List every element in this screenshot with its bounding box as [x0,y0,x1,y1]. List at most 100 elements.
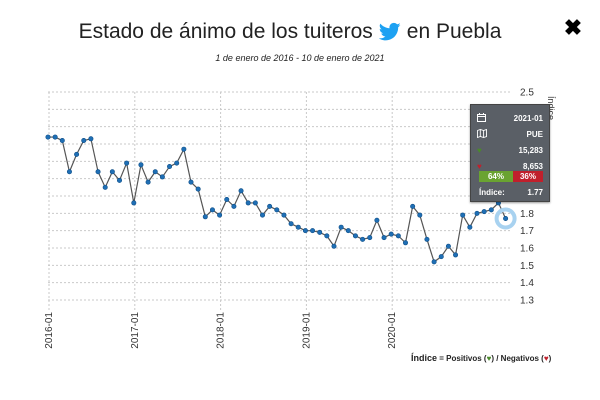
data-point[interactable] [360,236,366,242]
legend-neg-word: / Negativos ( [494,354,544,363]
data-point[interactable] [352,233,358,239]
data-point[interactable] [209,207,215,213]
data-point[interactable] [374,217,380,223]
data-point[interactable] [453,252,459,258]
tooltip-positives: 15,283 [518,145,543,155]
data-tooltip: 2021-01 PUE ♥ 15,283 ♥ 8,653 64% 36% Índ… [470,104,550,202]
legend-close-paren: ) [491,354,495,363]
data-point[interactable] [202,214,208,220]
percent-negative-badge: 36% [513,170,543,182]
data-point[interactable] [167,164,173,170]
data-point[interactable] [310,228,316,234]
data-point[interactable] [424,236,430,242]
data-point[interactable] [131,200,137,206]
x-tick-labels: 2016-01 2017-01 2018-01 2019-01 2020-01 [44,312,398,349]
data-point[interactable] [267,203,273,209]
data-point[interactable] [45,134,51,140]
tooltip-percent-row: 64% 36% [471,169,551,183]
data-point[interactable] [467,224,473,230]
twitter-bird-icon [378,22,401,42]
data-point[interactable] [174,160,180,166]
data-point[interactable] [59,138,65,144]
data-point[interactable] [417,212,423,218]
legend-positive-heart-icon: ♥ [486,354,492,363]
legend-negative-heart-icon: ♥ [543,354,549,363]
title-after: en Puebla [406,20,502,43]
tooltip-date: 2021-01 [513,113,543,123]
data-point[interactable] [503,216,509,222]
data-point[interactable] [302,228,308,234]
data-point[interactable] [109,169,115,175]
data-point[interactable] [102,184,108,190]
y-tick-label: 1.8 [520,209,534,220]
tooltip-index-row: Índice: 1.77 [471,185,551,199]
x-tick-label: 2017-01 [130,312,141,349]
data-point[interactable] [324,233,330,239]
tooltip-state: PUE [526,129,543,139]
data-point[interactable] [95,169,101,175]
x-tick-label: 2016-01 [44,312,55,349]
data-point[interactable] [438,254,444,260]
data-point[interactable] [117,177,123,183]
data-point[interactable] [381,235,387,241]
data-point[interactable] [124,160,130,166]
y-axis-label: Índice [546,96,556,120]
data-point[interactable] [388,231,394,237]
data-point[interactable] [331,243,337,249]
data-point[interactable] [188,179,194,185]
data-point[interactable] [195,186,201,192]
tooltip-date-row: 2021-01 [471,111,551,125]
percent-positive-badge: 64% [479,170,513,182]
data-point[interactable] [481,209,487,215]
positive-heart-icon: ♥ [477,145,482,155]
data-point[interactable] [288,221,294,227]
data-point[interactable] [181,146,187,152]
data-point[interactable] [81,138,87,144]
data-point[interactable] [224,196,230,202]
data-point[interactable] [367,235,373,241]
data-point[interactable] [52,134,58,140]
data-point[interactable] [317,229,323,235]
data-point[interactable] [138,162,144,168]
series-layer [45,134,517,265]
data-point[interactable] [66,169,72,175]
tooltip-index-value: 1.77 [527,187,543,197]
data-point[interactable] [402,240,408,246]
data-point[interactable] [259,212,265,218]
data-point[interactable] [431,259,437,265]
negative-heart-icon: ♥ [477,161,482,171]
calendar-icon [477,112,491,124]
legend-index-word: Índice [411,353,438,363]
data-point[interactable] [395,233,401,239]
data-point[interactable] [245,200,251,206]
chart-subtitle: 1 de enero de 2016 - 10 de enero de 2021 [215,53,385,63]
data-point[interactable] [474,210,480,216]
y-tick-label: 1.4 [520,278,534,289]
data-point[interactable] [295,224,301,230]
data-point[interactable] [345,228,351,234]
close-button[interactable]: ✖ [563,15,583,40]
x-tick-label: 2020-01 [387,312,398,349]
x-tick-label: 2018-01 [216,312,227,349]
data-point[interactable] [460,212,466,218]
data-point[interactable] [252,200,258,206]
data-point[interactable] [274,207,280,213]
data-point[interactable] [281,212,287,218]
title-before: Estado de ánimo de los tuiteros [78,20,373,43]
data-point[interactable] [159,174,165,180]
data-point[interactable] [338,224,344,230]
legend-close-paren-2: ) [548,354,552,363]
data-point[interactable] [410,203,416,209]
data-point[interactable] [231,203,237,209]
data-point[interactable] [217,212,223,218]
data-point[interactable] [145,179,151,185]
data-point[interactable] [74,151,80,157]
data-point[interactable] [488,207,494,213]
data-point[interactable] [445,243,451,249]
legend-pos-word: Positivos ( [446,354,487,363]
data-point[interactable] [238,188,244,194]
tooltip-negatives: 8,653 [522,161,543,171]
y-tick-label: 1.3 [520,296,534,307]
data-point[interactable] [152,169,158,175]
data-point[interactable] [88,136,94,142]
